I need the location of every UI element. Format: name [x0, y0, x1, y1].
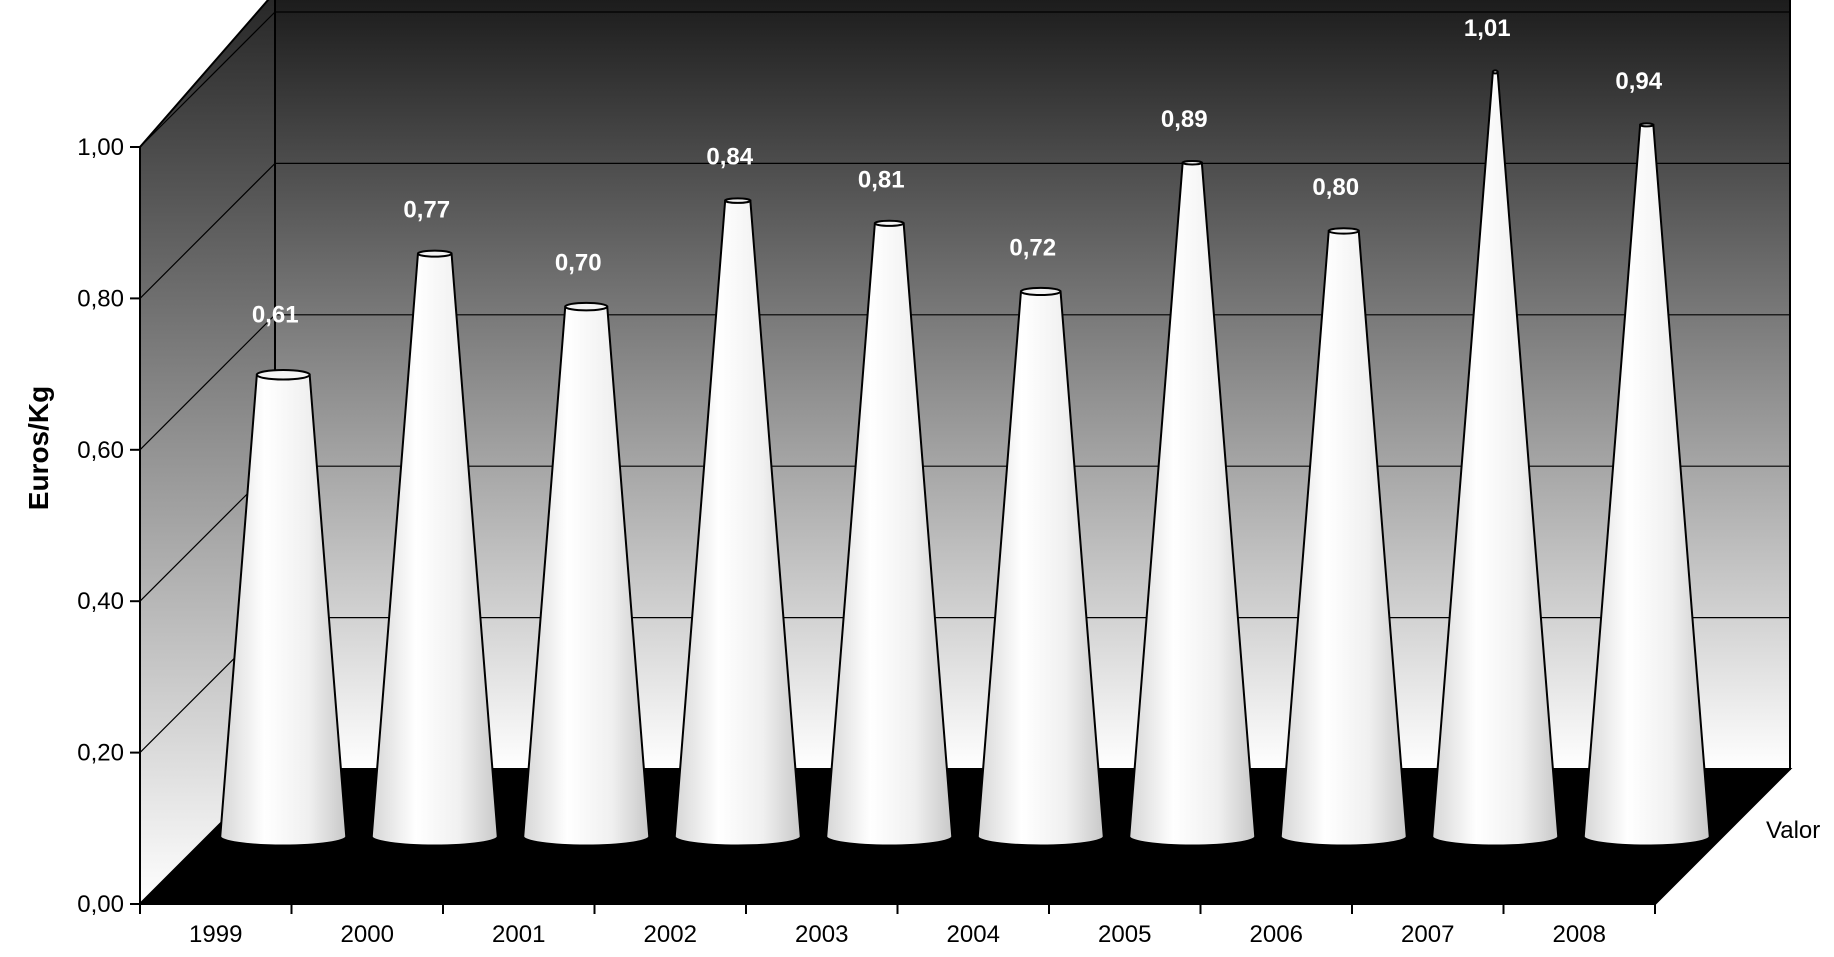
x-tick-label: 2008: [1553, 921, 1606, 948]
x-tick-label: 2007: [1401, 921, 1454, 948]
cone-body: [673, 199, 802, 847]
cone-top: [416, 249, 453, 258]
cone-body: [976, 290, 1105, 847]
cone-body: [1582, 123, 1711, 847]
cone-body: [1128, 161, 1257, 847]
cone-bars: [219, 69, 1711, 847]
y-tick-label: 0,20: [77, 740, 124, 767]
data-label: 0,94: [1615, 68, 1662, 95]
y-tick-label: 1,00: [77, 134, 124, 161]
series-label: Valor: [1766, 817, 1820, 844]
data-label: 0,72: [1009, 234, 1056, 261]
cone-body: [825, 222, 954, 847]
data-label: 1,01: [1464, 15, 1511, 42]
y-tick-label: 0,40: [77, 588, 124, 615]
data-label: 0,89: [1161, 106, 1208, 133]
cone-body: [219, 373, 348, 847]
data-labels: 0,61 0,77 0,70 0,84 0,81 0,72 0,89 0,80 1,01 0,94: [252, 15, 1663, 329]
x-tick-label: 2006: [1250, 921, 1303, 948]
depth-axis-line: [1654, 768, 1791, 905]
data-label: 0,80: [1312, 174, 1359, 201]
side-gridline: [139, 314, 276, 451]
cone-top: [1327, 227, 1360, 235]
x-tick-label: 1999: [189, 921, 242, 948]
y-tick-label: 0,60: [77, 437, 124, 464]
x-tick-label: 2002: [644, 921, 697, 948]
cone-bar: [1582, 122, 1711, 847]
cone-bar: [976, 286, 1105, 847]
x-tick-label: 2004: [947, 921, 1000, 948]
cone-bar: [673, 197, 802, 847]
cone-bar: [1431, 69, 1560, 847]
cone-body: [370, 252, 499, 847]
axes: 0,00 0,20 0,40 0,60 0,80 1,00 1999 2000 2001 2002…: [77, 0, 1791, 948]
data-label: 0,81: [858, 166, 905, 193]
x-tick-label: 2000: [341, 921, 394, 948]
data-label: 0,77: [403, 197, 450, 224]
cone-bar: [219, 368, 348, 847]
cone-top: [873, 219, 905, 227]
cone-top: [1639, 122, 1655, 128]
cone-body: [1279, 229, 1408, 847]
y-tick-label: 0,80: [77, 285, 124, 312]
x-tick-label: 2005: [1098, 921, 1151, 948]
cone-top: [1181, 160, 1203, 166]
cone-body: [522, 305, 651, 847]
data-label: 0,61: [252, 302, 299, 329]
cone-top: [1019, 286, 1062, 297]
cone-top: [1491, 69, 1499, 75]
cone-bar: [1279, 227, 1408, 847]
cone-body: [1431, 70, 1560, 847]
y-tick-label: 0,00: [77, 891, 124, 918]
side-gridline: [139, 11, 276, 148]
x-tick-label: 2003: [795, 921, 848, 948]
cone-top: [255, 368, 311, 381]
side-gridline: [139, 162, 276, 299]
cone-bar: [825, 219, 954, 847]
data-label: 0,70: [555, 250, 602, 277]
data-label: 0,84: [706, 144, 753, 171]
cone-bar: [522, 301, 651, 847]
y-axis-label: Euros/Kg: [23, 386, 54, 510]
cone-bar: [1128, 160, 1257, 847]
cone-top: [724, 197, 752, 204]
cone-bar: [370, 249, 499, 847]
x-tick-label: 2001: [492, 921, 545, 948]
cone-top: [564, 301, 609, 312]
